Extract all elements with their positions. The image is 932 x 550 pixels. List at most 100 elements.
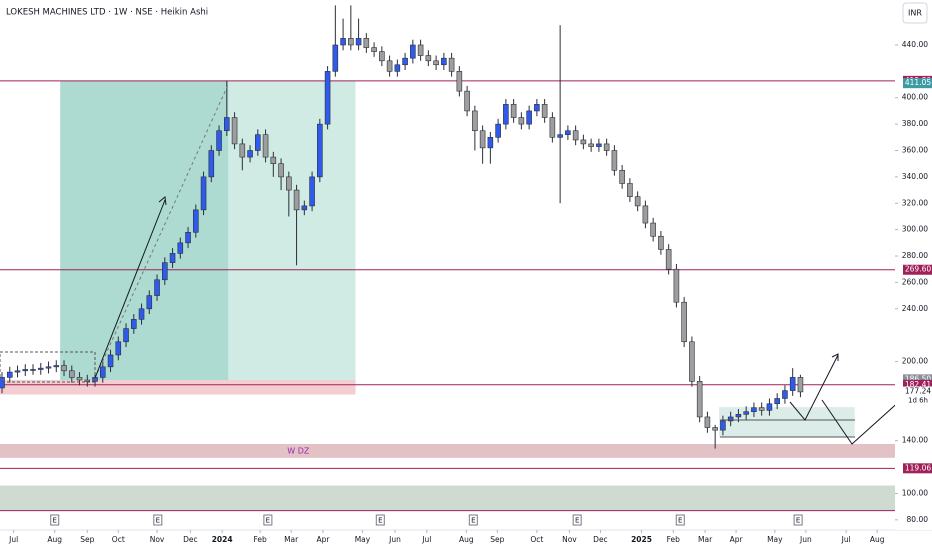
x-tick-label: Sep [80, 535, 94, 544]
candle-body [549, 117, 556, 138]
candle-body [61, 365, 67, 372]
candle-body [185, 231, 191, 244]
zone [60, 80, 229, 381]
axes: 440.00 400.00 380.00 360.00 340.00 320.00 300.… [8, 0, 932, 544]
x-tick-label: May [767, 535, 783, 544]
drawings [0, 84, 932, 445]
candle-body [627, 183, 633, 197]
x-tick-label: May [355, 535, 371, 544]
earnings-label: E [678, 517, 682, 525]
candle-body [37, 367, 44, 370]
earnings-label: E [471, 517, 475, 525]
candle-body [789, 377, 796, 391]
candle-body [518, 117, 525, 125]
candle-body [200, 176, 207, 211]
last-price: 177.24 [905, 387, 931, 396]
candle-body [14, 370, 21, 373]
earnings-label: E [378, 517, 382, 525]
candle-body [650, 222, 656, 237]
arrow-head [158, 196, 167, 206]
x-tick-label: Aug [459, 535, 474, 544]
candle-body [526, 110, 532, 125]
candle-body [681, 301, 687, 343]
grid [0, 80, 895, 512]
y-tick-label: 320.00 [902, 198, 928, 207]
candle-body [193, 209, 199, 233]
price-label: 182.41 [905, 380, 931, 389]
candle-body [402, 57, 408, 66]
candle-body [340, 38, 346, 46]
x-tick-label: Mar [698, 535, 713, 544]
y-tick-label: 360.00 [902, 146, 928, 155]
y-tick-label: 140.00 [902, 436, 928, 445]
candles [0, 5, 804, 449]
x-tick-label: Apr [730, 535, 744, 544]
x-tick-label: Sep [490, 535, 504, 544]
earnings-label: E [156, 517, 160, 525]
candle-body [394, 64, 401, 72]
x-tick-label: Mar [284, 535, 299, 544]
candle-body [177, 242, 184, 254]
zone [719, 407, 855, 437]
x-tick-label: Dec [593, 535, 608, 544]
candle-body [317, 123, 323, 178]
x-tick-label: Feb [254, 535, 268, 544]
candle-body [386, 60, 393, 72]
candle-body [797, 377, 804, 393]
candle-body [782, 390, 788, 399]
arrow-head [831, 353, 839, 361]
y-tick-label: 80.00 [907, 515, 929, 524]
x-tick-label: Dec [183, 535, 198, 544]
candle-body [720, 420, 726, 431]
x-tick-label: Jun [799, 535, 812, 544]
candle-body [45, 366, 52, 369]
currency-button[interactable] [902, 2, 928, 24]
candle-body [239, 143, 246, 158]
candle-body [696, 381, 703, 418]
candle-body [603, 143, 610, 151]
price-label: 186.50 [905, 374, 931, 383]
candle-body [84, 379, 91, 382]
arrow-line [94, 199, 166, 379]
candle-body [510, 104, 517, 118]
price-label-bg [903, 374, 932, 385]
candle-body [743, 411, 749, 415]
x-tick-label: Apr [316, 535, 330, 544]
candle-body [301, 205, 308, 211]
candle-body [286, 176, 292, 191]
zone [228, 80, 356, 381]
candle-body [224, 117, 230, 132]
zones: W DZ [0, 80, 895, 511]
candle-body [208, 150, 215, 178]
candle-body [665, 249, 672, 270]
currency-label[interactable]: INR [908, 9, 922, 18]
y-tick-label: 300.00 [902, 225, 928, 234]
earnings-marker [263, 514, 273, 526]
candle-body [689, 341, 695, 382]
candle-body [758, 407, 765, 411]
x-tick-label: Nov [562, 535, 577, 544]
candle-body [146, 295, 153, 310]
candle-body [22, 369, 29, 372]
candle-body [727, 416, 734, 422]
x-tick-label: 2025 [631, 535, 652, 544]
candle-body [735, 414, 742, 418]
candle-body [169, 253, 176, 263]
zone [0, 443, 895, 458]
candle-body [766, 403, 773, 411]
candle-body [371, 47, 377, 52]
x-tick-label: Oct [530, 535, 543, 544]
price-label-bg [903, 379, 932, 390]
candle-body [247, 150, 253, 158]
candle-body [255, 134, 261, 151]
candle-body [293, 189, 300, 211]
price-label: 269.60 [905, 265, 931, 274]
earnings-marker [675, 514, 685, 526]
earnings-marker [50, 514, 60, 526]
candle-body [487, 137, 494, 149]
candle-body [472, 110, 478, 132]
candle-body [162, 262, 168, 281]
candle-body [231, 117, 238, 145]
candle-body [658, 235, 664, 250]
x-tick-label: 2024 [212, 535, 233, 544]
